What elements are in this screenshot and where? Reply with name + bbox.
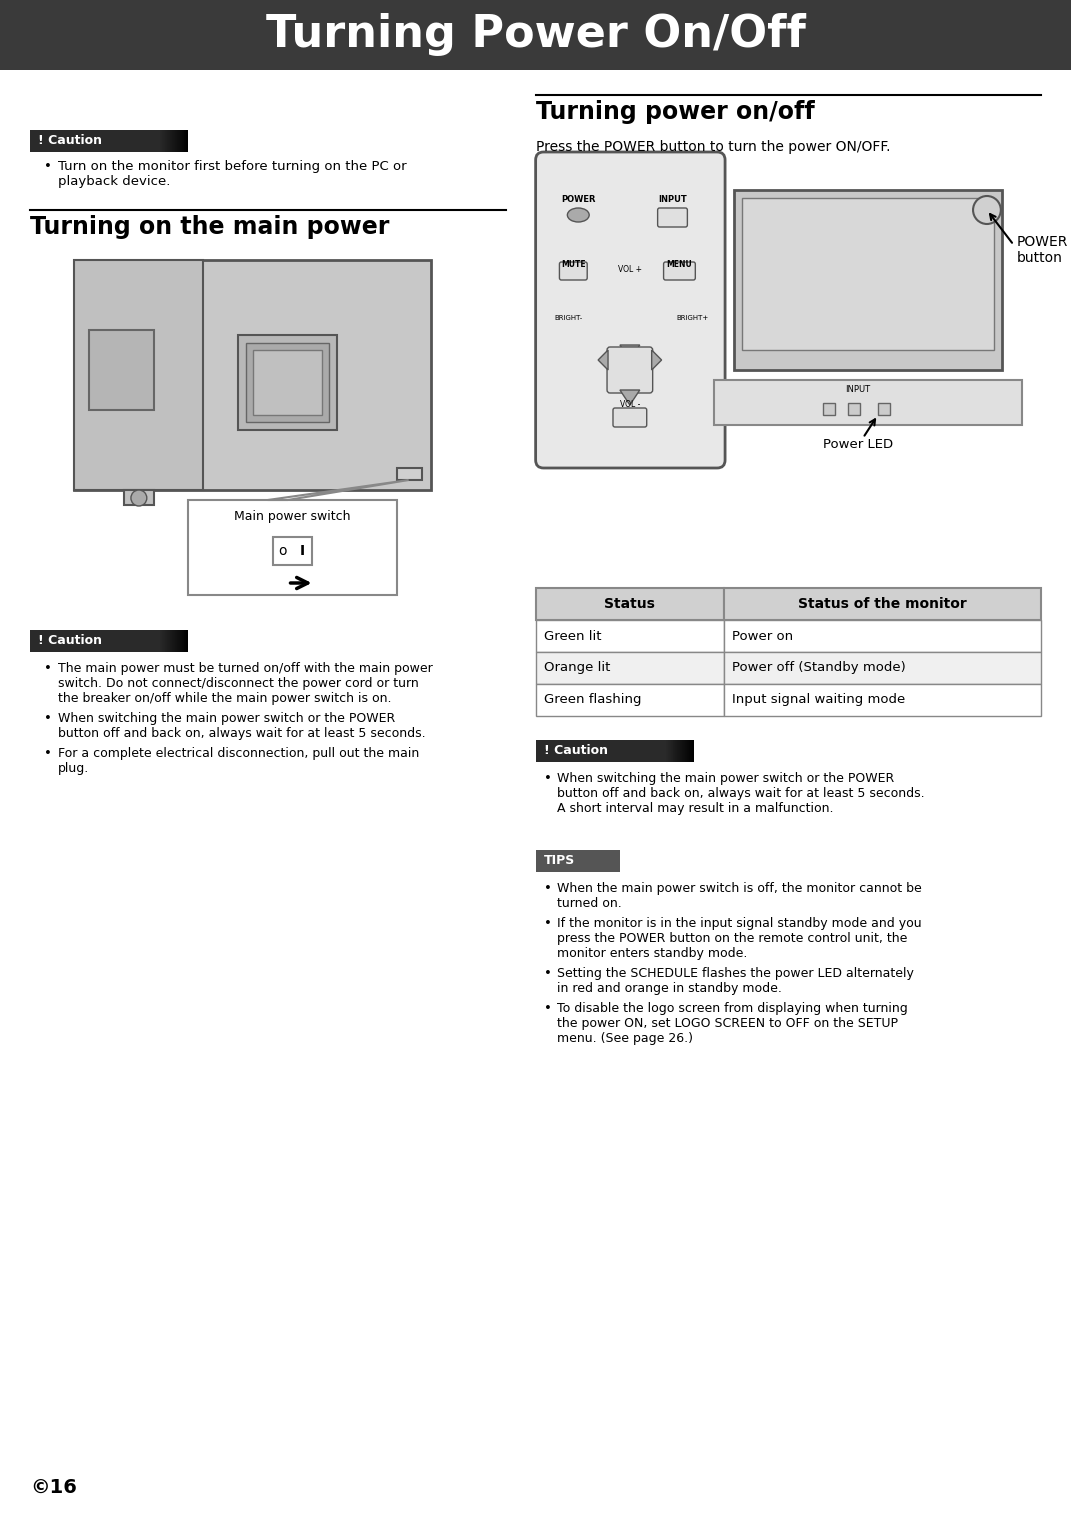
Text: MUTE: MUTE [561,260,585,269]
Text: •: • [43,712,52,725]
Text: Turn on the monitor first before turning on the PC or
playback device.: Turn on the monitor first before turning… [57,160,406,188]
Polygon shape [620,389,639,405]
Bar [0,0,1071,70]
Bar [30,631,189,652]
Text: When the main power switch is off, the monitor cannot be
turned on.: When the main power switch is off, the m… [557,883,922,910]
Text: •: • [543,967,552,980]
Text: ©16: ©16 [30,1478,77,1496]
Text: •: • [43,663,52,675]
Text: •: • [543,918,552,930]
Bar [189,499,396,596]
Text: Power on: Power on [732,629,793,643]
Bar [75,260,203,490]
Circle shape [131,490,147,505]
Text: o: o [279,544,287,557]
Bar [536,652,724,684]
Text: MENU: MENU [666,260,692,269]
Bar [742,199,994,350]
Bar [878,403,890,415]
Bar [848,403,860,415]
Text: BRIGHT-: BRIGHT- [554,315,582,321]
Polygon shape [620,345,639,360]
Text: POWER: POWER [561,195,595,205]
Text: Turning Power On/Off: Turning Power On/Off [266,14,806,56]
Bar [124,490,153,505]
Bar [734,189,1002,370]
Bar [724,684,1041,716]
Text: TIPS: TIPS [543,855,575,867]
Bar [724,588,1041,620]
Bar [714,380,1022,425]
Polygon shape [598,350,608,370]
Text: •: • [543,883,552,895]
Text: When switching the main power switch or the POWER
button off and back on, always: When switching the main power switch or … [57,712,426,741]
Text: •: • [543,773,552,785]
Bar [273,538,312,565]
Text: Input signal waiting mode: Input signal waiting mode [732,693,905,707]
FancyBboxPatch shape [663,263,696,279]
Bar [253,350,322,415]
FancyBboxPatch shape [658,208,687,228]
Text: I: I [300,544,305,557]
Text: •: • [43,747,52,760]
FancyBboxPatch shape [559,263,588,279]
Text: VOL +: VOL + [618,266,642,273]
Bar [823,403,835,415]
Bar [536,588,724,620]
Text: INPUT: INPUT [658,195,687,205]
FancyBboxPatch shape [613,408,647,428]
Bar [724,620,1041,652]
Text: •: • [43,160,52,173]
Bar [30,130,189,153]
Bar [536,620,724,652]
Polygon shape [268,479,408,499]
Text: If the monitor is in the input signal standby mode and you
press the POWER butto: If the monitor is in the input signal st… [557,918,922,960]
Text: POWER
button: POWER button [1016,235,1068,266]
Text: INPUT: INPUT [846,385,870,394]
Text: Green lit: Green lit [543,629,602,643]
Text: BRIGHT+: BRIGHT+ [676,315,708,321]
Bar [536,741,694,762]
Text: Power LED: Power LED [823,438,893,450]
Text: VOL -: VOL - [620,400,640,409]
Bar [238,334,337,431]
Ellipse shape [567,208,590,221]
Text: •: • [543,1002,552,1015]
Bar [90,330,153,411]
Text: Main power switch: Main power switch [234,510,351,524]
Bar [246,344,329,421]
FancyBboxPatch shape [536,153,725,467]
Circle shape [973,195,1001,224]
Text: ! Caution: ! Caution [38,635,102,647]
Text: Orange lit: Orange lit [543,661,610,675]
Bar [724,652,1041,684]
Text: Status: Status [605,597,656,611]
Text: When switching the main power switch or the POWER
button off and back on, always: When switching the main power switch or … [557,773,926,815]
Text: ! Caution: ! Caution [38,134,102,148]
Bar [75,260,432,490]
Text: Turning on the main power: Turning on the main power [30,215,389,240]
Text: Press the POWER button to turn the power ON/OFF.: Press the POWER button to turn the power… [536,140,890,154]
Text: Status of the monitor: Status of the monitor [798,597,968,611]
Text: The main power must be turned on/off with the main power
switch. Do not connect/: The main power must be turned on/off wit… [57,663,432,705]
Text: Power off (Standby mode): Power off (Standby mode) [732,661,906,675]
Text: For a complete electrical disconnection, pull out the main
plug.: For a complete electrical disconnection,… [57,747,419,776]
Text: ! Caution: ! Caution [543,745,608,757]
Polygon shape [651,350,662,370]
Text: Setting the SCHEDULE flashes the power LED alternately
in red and orange in stan: Setting the SCHEDULE flashes the power L… [557,967,915,996]
Bar [536,851,620,872]
Bar [396,467,421,479]
Text: Turning power on/off: Turning power on/off [536,99,814,124]
Text: To disable the logo screen from displaying when turning
the power ON, set LOGO S: To disable the logo screen from displayi… [557,1002,908,1044]
Text: Green flashing: Green flashing [543,693,642,707]
Bar [536,684,724,716]
FancyBboxPatch shape [607,347,652,392]
